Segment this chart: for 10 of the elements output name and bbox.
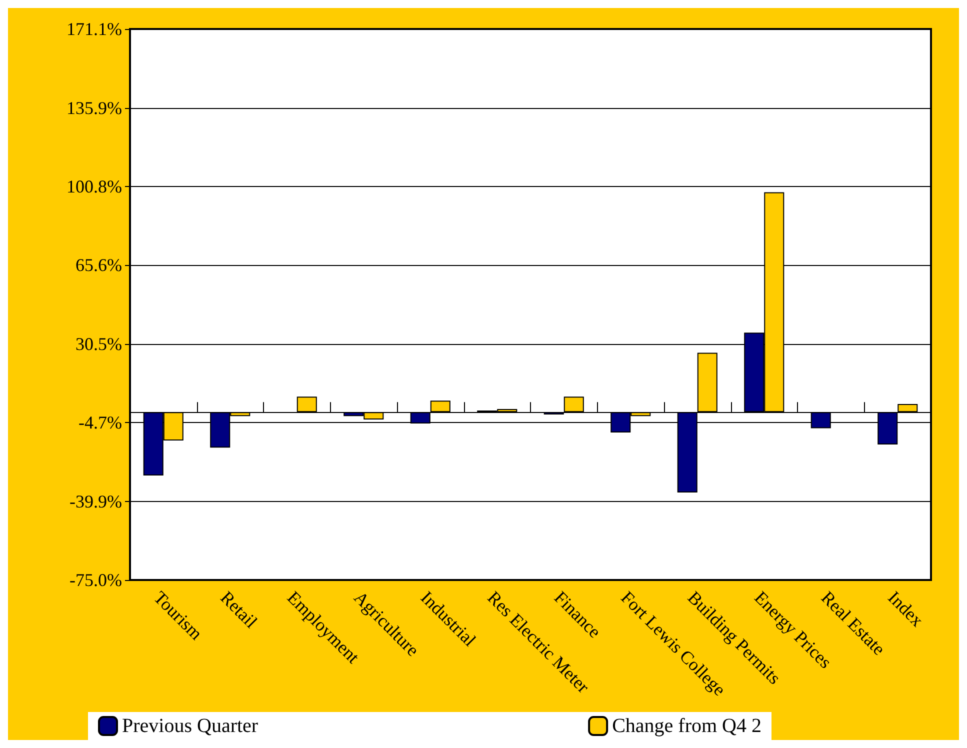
y-tick-label: 100.8% [66, 176, 122, 196]
legend-label: Change from Q4 2 [612, 715, 762, 737]
y-tick-label: 135.9% [66, 98, 122, 118]
y-tick-label: 65.6% [76, 255, 122, 276]
legend-label: Previous Quarter [122, 715, 258, 737]
y-tick-label: -39.9% [70, 491, 122, 512]
y-tick-label: 171.1% [66, 19, 122, 39]
y-tick-label: 30.5% [76, 334, 122, 354]
y-tick-label: -4.7% [78, 412, 122, 433]
y-tick-label: -75.0% [70, 570, 122, 590]
